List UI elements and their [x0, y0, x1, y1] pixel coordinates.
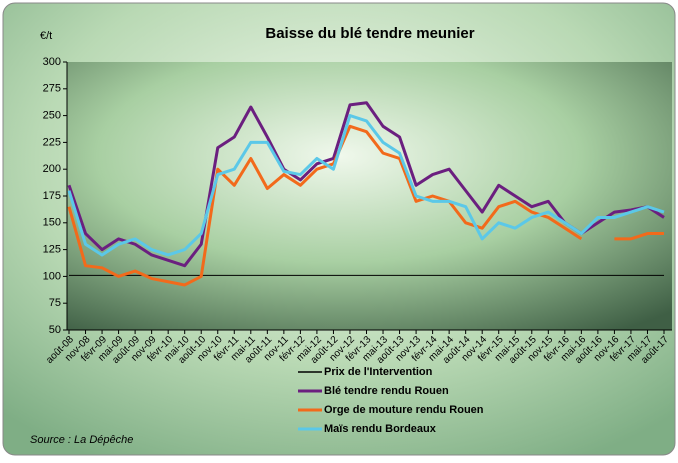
y-axis-label: €/t	[40, 30, 52, 42]
legend-label: Orge de mouture rendu Rouen	[324, 404, 484, 416]
y-tick-label: 250	[43, 110, 61, 122]
plot-area	[67, 62, 672, 330]
y-tick-label: 225	[43, 136, 61, 148]
legend-label: Blé tendre rendu Rouen	[324, 385, 449, 397]
series-line	[67, 124, 664, 287]
y-tick-label: 100	[43, 270, 61, 282]
legend-label: Prix de l'Intervention	[324, 366, 433, 378]
y-tick-label: 200	[43, 163, 61, 175]
source: Source : La Dépêche	[30, 434, 133, 446]
y-tick-label: 75	[49, 297, 61, 309]
y-tick-label: 275	[43, 83, 61, 95]
chart-title: Baisse du blé tendre meunier	[265, 25, 474, 42]
y-tick-label: 175	[43, 190, 61, 202]
series-line	[67, 114, 665, 257]
y-tick-label: 300	[43, 56, 61, 68]
y-tick-label: 50	[49, 324, 61, 336]
y-tick-label: 125	[43, 244, 61, 256]
y-tick-label: 150	[43, 217, 61, 229]
legend-label: Maïs rendu Bordeaux	[324, 423, 437, 435]
